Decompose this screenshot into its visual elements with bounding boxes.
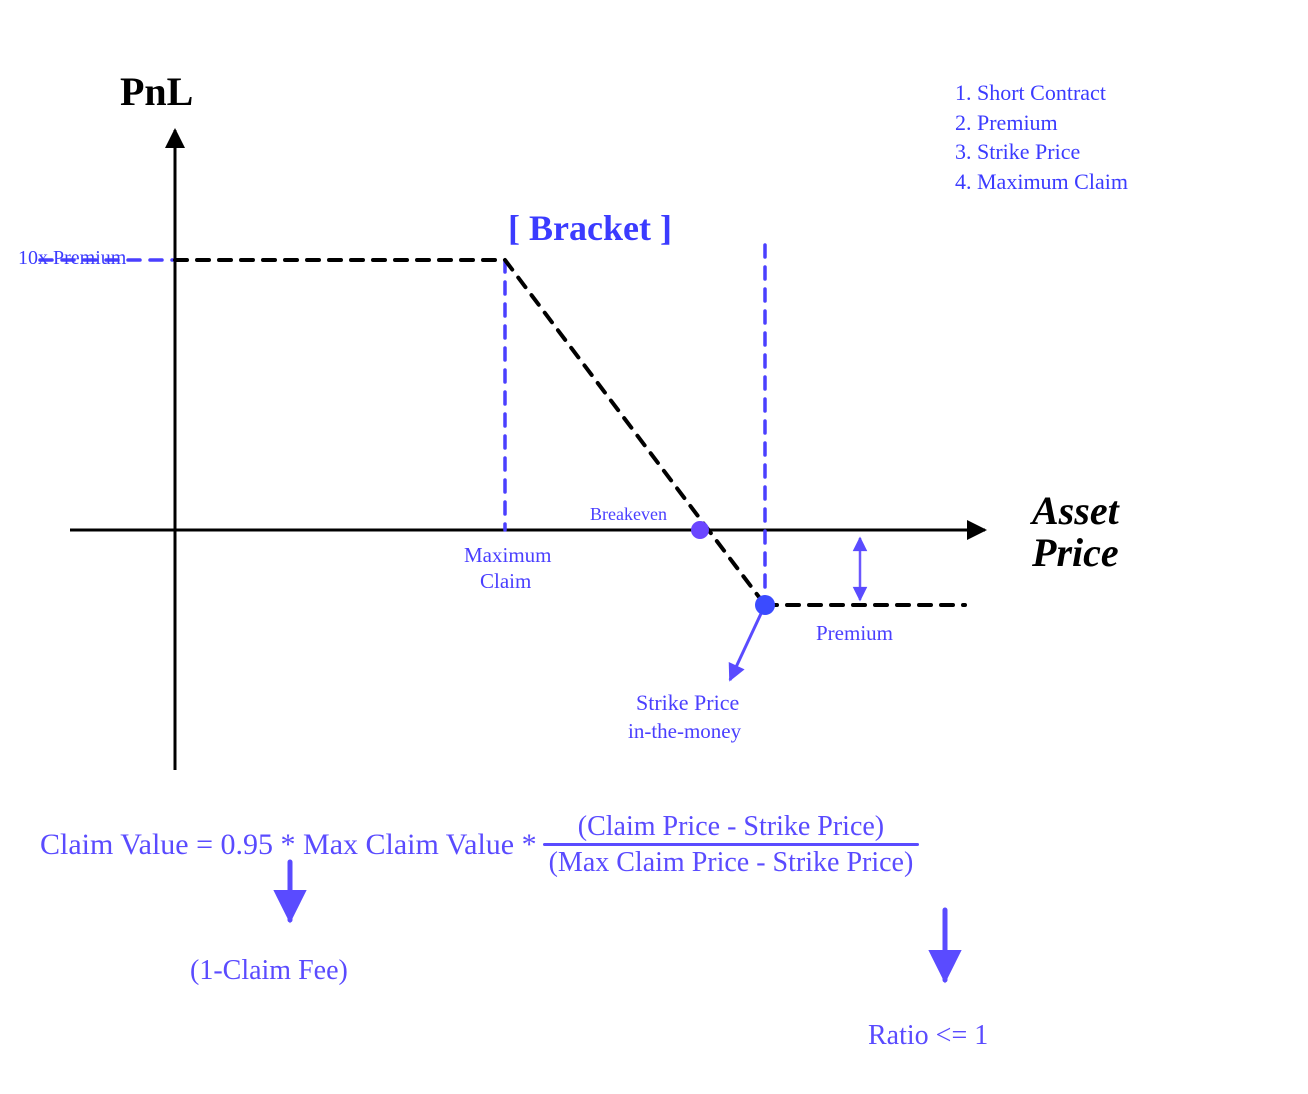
formula-text: Claim Value = 0.95 * Max Claim Value * <box>40 828 537 862</box>
svg-text:10x Premium: 10x Premium <box>18 247 127 269</box>
formula: Claim Value = 0.95 * Max Claim Value * (… <box>40 810 919 880</box>
fraction-numerator: (Claim Price - Strike Price) <box>572 810 890 843</box>
legend-item: 4. Maximum Claim <box>955 167 1128 197</box>
guide-lines <box>40 245 765 605</box>
svg-text:Claim: Claim <box>480 569 531 593</box>
formula-fraction: (Claim Price - Strike Price) (Max Claim … <box>543 810 920 880</box>
svg-text:in-the-money: in-the-money <box>628 719 742 743</box>
annotation-arrows <box>730 538 860 680</box>
x-axis-label: Asset Price <box>1032 490 1119 574</box>
legend-item: 3. Strike Price <box>955 137 1128 167</box>
fraction-denominator: (Max Claim Price - Strike Price) <box>543 846 920 879</box>
legend-item: 1. Short Contract <box>955 78 1128 108</box>
note-claim-fee: (1-Claim Fee) <box>190 955 348 987</box>
note-ratio: Ratio <= 1 <box>868 1020 988 1052</box>
y-axis-label: PnL <box>120 68 193 115</box>
svg-text:[ Bracket ]: [ Bracket ] <box>508 208 672 248</box>
svg-text:Maximum: Maximum <box>464 543 552 567</box>
chart-labels: 10x Premium MaximumClaim Breakeven Strike P… <box>18 208 893 743</box>
svg-text:Premium: Premium <box>816 621 893 645</box>
legend-item: 2. Premium <box>955 108 1128 138</box>
svg-text:Breakeven: Breakeven <box>590 504 667 524</box>
svg-text:Strike Price: Strike Price <box>636 690 739 715</box>
legend: 1. Short Contract 2. Premium 3. Strike P… <box>955 78 1128 197</box>
payoff-line <box>175 260 965 605</box>
x-axis-label-line2: Price <box>1032 530 1119 575</box>
marker-points <box>691 521 775 615</box>
x-axis-label-line1: Asset <box>1032 488 1119 533</box>
